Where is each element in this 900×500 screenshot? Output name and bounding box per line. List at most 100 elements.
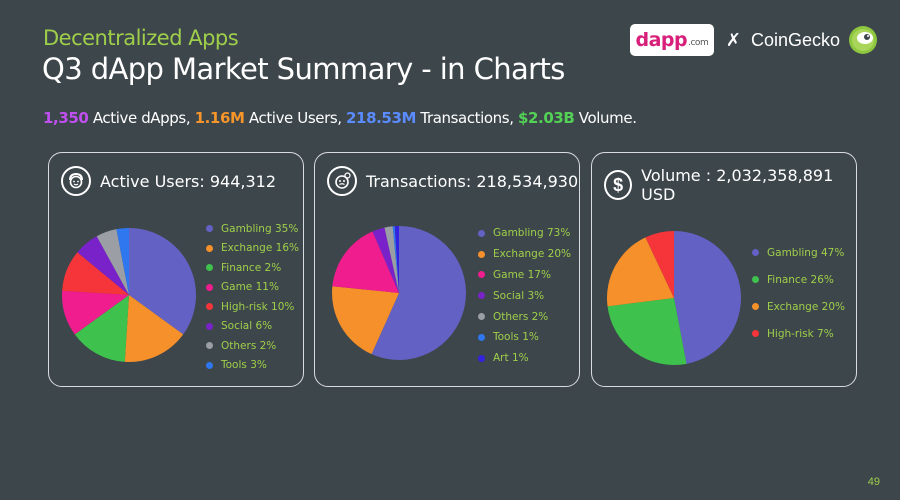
pie-slice-high-risk	[645, 231, 674, 298]
legend-label: High-risk 7%	[767, 327, 834, 340]
pie-slice-others	[384, 226, 399, 293]
page-number: 49	[867, 476, 880, 488]
transactions-panel: Transactions: 218,534,930 Gambling 73% Ex…	[314, 152, 580, 387]
legend-swatch	[206, 303, 213, 311]
legend-label: Tools 3%	[221, 359, 267, 372]
legend-label: Finance 2%	[221, 261, 282, 274]
legend-label: Gambling 73%	[493, 227, 571, 240]
transactions-title: Transactions: 218,534,930	[366, 171, 579, 191]
dapp-logo-suffix: .com	[688, 38, 709, 48]
volume-title: Volume : 2,032,358,891 USD	[641, 166, 834, 204]
legend-swatch	[752, 276, 759, 283]
coingecko-gecko-icon	[849, 26, 877, 54]
pie-slice-high-risk	[62, 252, 129, 295]
pie-slice-tools	[116, 228, 129, 295]
pie-slice-tools	[392, 226, 399, 293]
summary-volume-value: $2.03B	[517, 109, 575, 127]
pie-slice-finance	[74, 295, 129, 362]
legend-label: Game 11%	[221, 281, 279, 294]
legend-item-social: Social 6%	[206, 317, 299, 337]
cross-icon: ✗	[725, 29, 741, 50]
legend-swatch	[206, 264, 213, 272]
legend-item-finance: Finance 26%	[752, 266, 845, 293]
legend-item-exchange: Exchange 16%	[206, 239, 299, 259]
summary-tx-value: 218.53M	[346, 109, 417, 127]
active-users-legend: Gambling 35% Exchange 16% Finance 2% Game 1…	[206, 219, 299, 375]
volume-panel: $ Volume : 2,032,358,891 USD Gambling 47…	[591, 152, 857, 387]
pie-slice-art	[394, 226, 399, 293]
legend-swatch	[206, 283, 213, 291]
summary-tx-label: Transactions,	[416, 109, 518, 127]
legend-label: Finance 26%	[767, 273, 834, 286]
page-title: Q3 dApp Market Summary - in Charts	[42, 52, 565, 86]
legend-item-exchange: Exchange 20%	[752, 293, 845, 320]
active-users-title: Active Users: 944,312	[100, 171, 277, 191]
summary-users-label: Active Users,	[244, 109, 346, 127]
legend-label: Exchange 16%	[221, 242, 299, 255]
transactions-legend: Gambling 73% Exchange 20% Game 17% Social 3…	[478, 223, 571, 369]
partner-logos: dapp .com ✗ CoinGecko	[629, 22, 878, 58]
legend-item-high-risk: High-risk 10%	[206, 297, 299, 317]
legend-swatch	[206, 342, 213, 350]
dollar-icon: $	[604, 170, 633, 200]
legend-label: Social 3%	[493, 289, 545, 302]
legend-swatch	[206, 322, 213, 330]
legend-label: Others 2%	[493, 310, 549, 323]
legend-item-art: Art 1%	[478, 348, 571, 369]
pie-slice-finance	[607, 298, 687, 365]
summary-dapps-value: 1,350	[43, 109, 89, 127]
legend-item-game: Game 17%	[478, 265, 571, 286]
legend-item-gambling: Gambling 47%	[752, 239, 845, 266]
legend-label: Art 1%	[493, 352, 529, 365]
face-icon	[61, 166, 91, 196]
legend-label: Tools 1%	[493, 331, 539, 344]
pie-slice-gambling	[129, 228, 196, 335]
legend-swatch	[206, 361, 213, 369]
active-users-panel: Active Users: 944,312 Gambling 35% Exchan…	[48, 152, 304, 387]
summary-dapps-label: Active dApps,	[88, 109, 195, 127]
legend-label: Game 17%	[493, 268, 551, 281]
transactions-icon	[327, 166, 357, 196]
legend-item-tools: Tools 3%	[206, 356, 299, 376]
pie-slice-social	[372, 227, 399, 293]
legend-label: Social 6%	[221, 320, 273, 333]
section-subtitle: Decentralized Apps	[43, 26, 239, 50]
legend-item-gambling: Gambling 35%	[206, 219, 299, 239]
legend-item-game: Game 11%	[206, 278, 299, 298]
pie-slice-social	[77, 236, 129, 295]
legend-item-exchange: Exchange 20%	[478, 244, 571, 265]
legend-item-finance: Finance 2%	[206, 258, 299, 278]
legend-swatch	[478, 354, 485, 362]
legend-label: Exchange 20%	[493, 248, 571, 261]
legend-swatch	[752, 249, 759, 256]
dapp-logo-text: dapp	[635, 29, 688, 51]
legend-label: Exchange 20%	[767, 300, 845, 313]
legend-item-high-risk: High-risk 7%	[752, 320, 845, 347]
legend-item-others: Others 2%	[206, 336, 299, 356]
legend-swatch	[752, 330, 759, 337]
active-users-pie-chart	[62, 228, 196, 362]
pie-slice-game	[332, 231, 399, 293]
legend-item-others: Others 2%	[478, 306, 571, 327]
legend-item-gambling: Gambling 73%	[478, 223, 571, 244]
transactions-pie-chart	[332, 226, 466, 360]
pie-slice-game	[62, 290, 129, 335]
volume-legend: Gambling 47% Finance 26% Exchange 20% High-…	[752, 239, 845, 347]
legend-label: High-risk 10%	[221, 300, 295, 313]
legend-label: Others 2%	[221, 339, 277, 352]
legend-swatch	[206, 225, 213, 233]
legend-item-social: Social 3%	[478, 285, 571, 306]
legend-swatch	[478, 271, 485, 279]
legend-item-tools: Tools 1%	[478, 327, 571, 348]
coingecko-logo-text: CoinGecko	[750, 29, 840, 50]
pie-slice-others	[96, 229, 129, 295]
legend-swatch	[478, 313, 485, 321]
summary-line: 1,350 Active dApps, 1.16M Active Users, …	[43, 109, 637, 127]
legend-label: Gambling 47%	[767, 246, 845, 259]
dapp-logo: dapp .com	[629, 24, 714, 56]
legend-swatch	[478, 229, 485, 237]
legend-swatch	[478, 292, 485, 300]
pie-slice-exchange	[124, 295, 184, 362]
pie-slice-exchange	[607, 237, 674, 307]
legend-swatch	[752, 303, 759, 310]
